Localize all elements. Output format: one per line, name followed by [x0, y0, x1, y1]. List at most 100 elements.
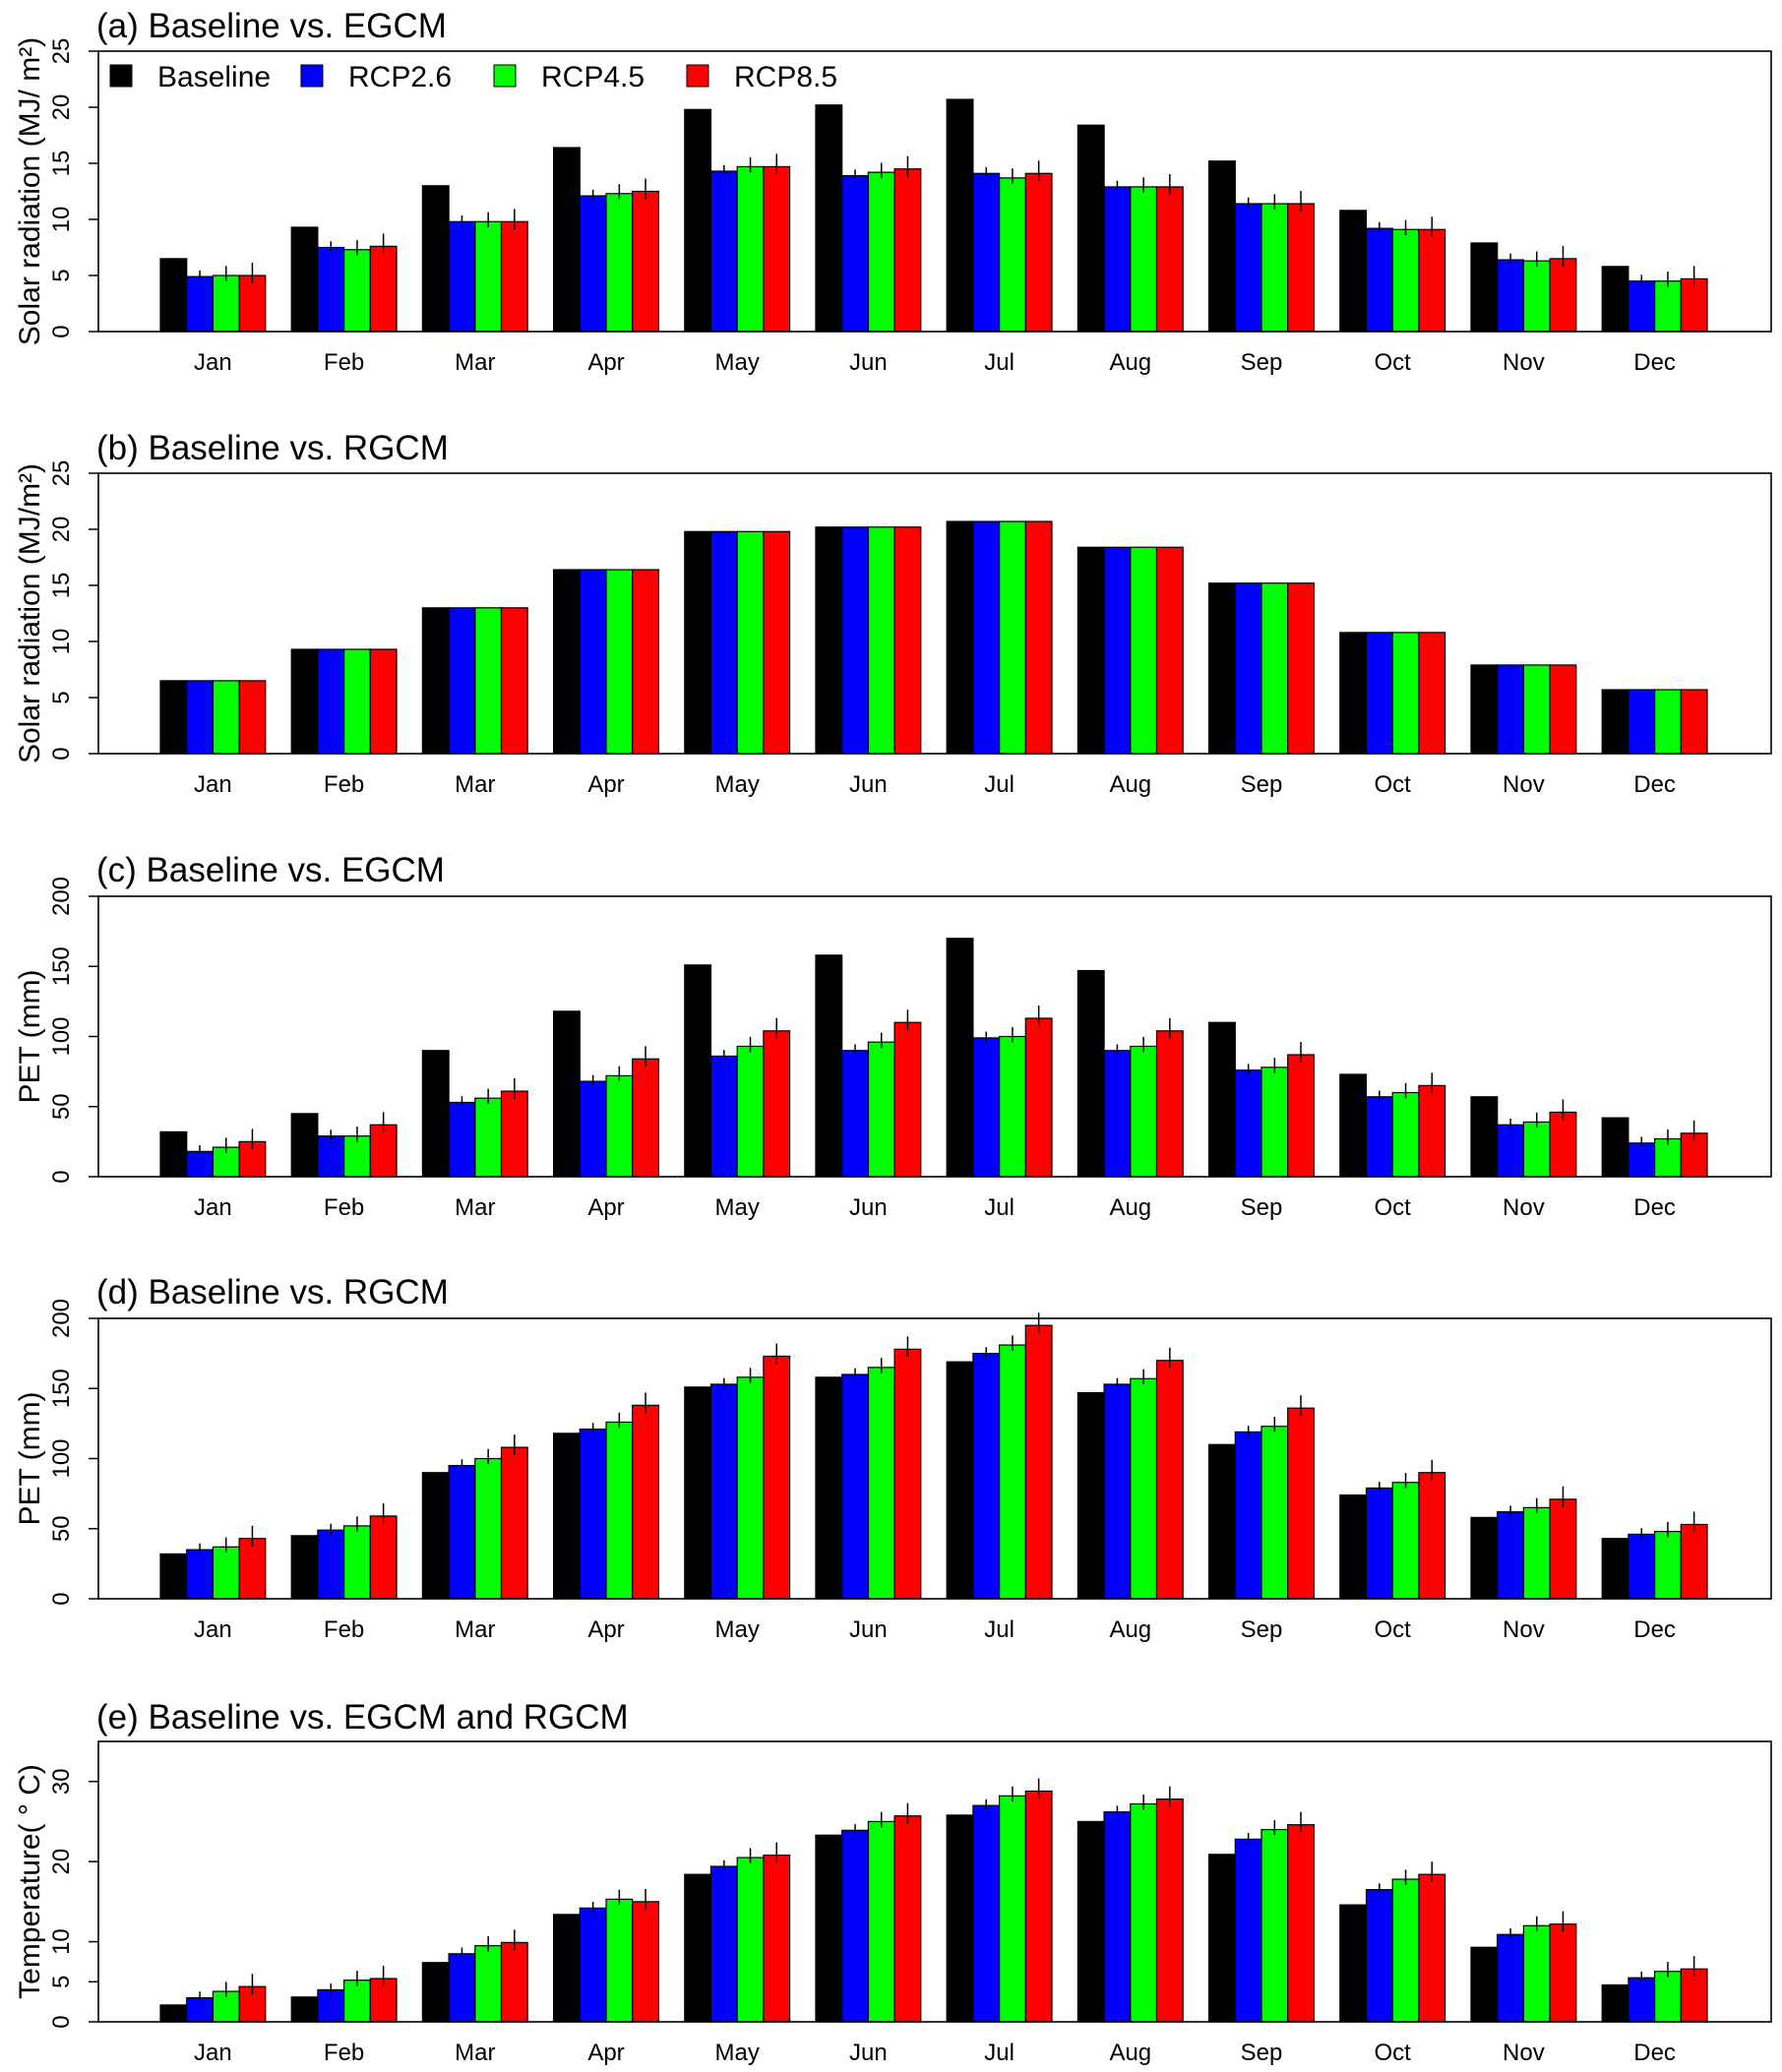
- x-tick-label: Nov: [1503, 2040, 1545, 2066]
- bar-baseline-oct: [1339, 632, 1368, 755]
- bar-rcp45-nov: [1522, 260, 1551, 333]
- x-tick-label: Jan: [194, 1194, 232, 1221]
- y-tick-label: 100: [48, 1016, 75, 1056]
- bar-rcp85-nov: [1549, 1498, 1577, 1600]
- x-tick-label: Apr: [587, 771, 624, 798]
- bar-rcp85-dec: [1680, 1523, 1708, 1600]
- bar-rcp45-mar: [474, 607, 503, 755]
- bar-rcp85-jun: [893, 1021, 922, 1178]
- x-tick-label: May: [715, 1194, 760, 1221]
- bar-rcp26-apr: [579, 569, 607, 755]
- y-axis-title: PET (mm): [14, 969, 46, 1103]
- bar-rcp45-jan: [212, 1546, 240, 1600]
- bar-rcp85-apr: [632, 190, 660, 333]
- y-tick-label: 0: [48, 747, 75, 760]
- bar-baseline-may: [684, 964, 712, 1178]
- y-tick-label: 25: [48, 460, 75, 487]
- x-tick-label: Apr: [587, 1194, 624, 1221]
- bar-rcp85-nov: [1549, 1923, 1577, 2023]
- x-tick-label: Oct: [1375, 771, 1412, 798]
- bar-baseline-jan: [159, 680, 188, 755]
- bar-rcp85-sep: [1287, 1824, 1315, 2023]
- bar-baseline-oct: [1339, 1073, 1368, 1178]
- bar-baseline-sep: [1207, 1854, 1236, 2023]
- x-tick-label: Sep: [1241, 2040, 1283, 2066]
- bar-rcp26-jul: [972, 1804, 1001, 2023]
- bar-rcp45-dec: [1653, 1137, 1682, 1178]
- y-tick-label: 0: [48, 325, 75, 337]
- x-tick-label: Feb: [324, 349, 364, 376]
- bar-rcp85-aug: [1155, 1030, 1184, 1178]
- bar-rcp26-dec: [1628, 280, 1656, 333]
- legend-label: RCP8.5: [734, 61, 837, 93]
- bar-rcp26-aug: [1103, 1811, 1132, 2023]
- bar-rcp45-nov: [1522, 1506, 1551, 1600]
- bar-rcp85-jul: [1024, 1790, 1053, 2023]
- bar-rcp85-dec: [1680, 1968, 1708, 2023]
- bar-rcp45-jan: [212, 274, 240, 333]
- x-tick-label: Mar: [455, 1616, 495, 1643]
- bar-rcp85-mar: [500, 1446, 528, 1600]
- bar-baseline-feb: [290, 648, 319, 755]
- bar-rcp85-sep: [1287, 203, 1315, 333]
- bar-rcp85-apr: [632, 1901, 660, 2023]
- bar-baseline-mar: [421, 1050, 450, 1178]
- legend-swatch: [686, 64, 709, 88]
- x-tick-label: Feb: [324, 1616, 364, 1643]
- y-axis-title: Solar radiation (MJ/m²): [14, 463, 46, 763]
- bar-rcp85-mar: [500, 1941, 528, 2023]
- y-tick-label: 5: [48, 691, 75, 703]
- bar-rcp45-sep: [1260, 1426, 1289, 1600]
- bar-rcp45-feb: [343, 1135, 371, 1178]
- x-tick-label: Mar: [455, 771, 495, 798]
- bar-baseline-feb: [290, 226, 319, 333]
- bar-rcp85-jan: [238, 680, 267, 755]
- bar-rcp26-aug: [1103, 186, 1132, 333]
- bar-rcp45-apr: [605, 1074, 634, 1178]
- bar-baseline-oct: [1339, 210, 1368, 333]
- bar-baseline-jul: [946, 938, 974, 1178]
- bar-rcp85-jun: [893, 168, 922, 333]
- bar-rcp85-mar: [500, 607, 528, 755]
- bar-rcp45-apr: [605, 1421, 634, 1600]
- bar-rcp45-dec: [1653, 689, 1682, 755]
- bar-rcp26-may: [709, 170, 738, 333]
- bar-rcp85-nov: [1549, 664, 1577, 755]
- x-tick-label: Dec: [1633, 771, 1676, 798]
- y-tick-label: 15: [48, 573, 75, 599]
- bar-rcp45-oct: [1391, 228, 1420, 333]
- bar-baseline-oct: [1339, 1493, 1368, 1600]
- bar-rcp26-feb: [317, 648, 345, 755]
- bar-rcp85-jul: [1024, 1017, 1053, 1178]
- panel-title: (e) Baseline vs. EGCM and RGCM: [96, 1698, 629, 1737]
- y-tick-label: 5: [48, 1976, 75, 1988]
- bar-rcp26-feb: [317, 1988, 345, 2023]
- bar-baseline-jun: [815, 1834, 843, 2023]
- bar-baseline-sep: [1207, 160, 1236, 333]
- bar-rcp26-jun: [841, 1050, 870, 1178]
- x-tick-label: Jan: [194, 349, 232, 376]
- bar-baseline-jun: [815, 954, 843, 1178]
- bar-rcp26-nov: [1497, 1933, 1524, 2023]
- plot-frame: [97, 50, 1772, 333]
- bar-rcp85-feb: [369, 1124, 398, 1178]
- bar-rcp45-sep: [1260, 203, 1289, 333]
- bar-rcp85-dec: [1680, 689, 1708, 755]
- x-tick-label: Nov: [1503, 1616, 1545, 1643]
- x-tick-label: Sep: [1241, 1194, 1283, 1221]
- y-tick-label: 150: [48, 946, 75, 986]
- bar-rcp45-aug: [1130, 546, 1158, 755]
- bar-baseline-jan: [159, 1553, 188, 1600]
- bar-baseline-mar: [421, 1472, 450, 1600]
- bar-rcp26-feb: [317, 1135, 345, 1178]
- bar-rcp45-nov: [1522, 1121, 1551, 1178]
- bar-rcp85-jun: [893, 1815, 922, 2023]
- bar-rcp26-dec: [1628, 1977, 1656, 2023]
- x-tick-label: Mar: [455, 1194, 495, 1221]
- bar-rcp45-jun: [867, 1367, 895, 1600]
- bar-rcp45-jul: [998, 1035, 1026, 1178]
- bar-baseline-nov: [1470, 1096, 1499, 1178]
- y-tick-label: 10: [48, 1928, 75, 1955]
- bar-rcp85-oct: [1418, 228, 1446, 333]
- bar-rcp26-mar: [448, 220, 476, 333]
